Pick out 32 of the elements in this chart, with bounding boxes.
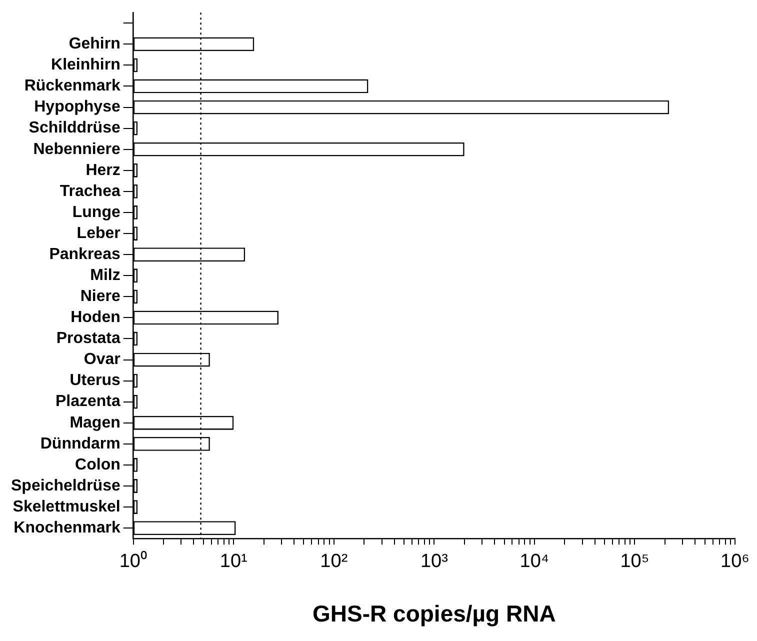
y-tick-label: Knochenmark — [14, 519, 120, 536]
x-tick-label: 10⁵ — [620, 551, 650, 572]
y-tick-label: Milz — [90, 267, 120, 284]
y-tick-label: Rückenmark — [24, 78, 120, 95]
x-axis-title: GHS-R copies/µg RNA — [312, 600, 556, 627]
y-tick-label: Schilddrüse — [28, 120, 120, 137]
y-tick-label: Lunge — [72, 204, 120, 221]
y-tick-label: Leber — [76, 224, 120, 242]
x-tick-label: 10⁰ — [119, 550, 148, 572]
y-tick-label: Plazenta — [55, 393, 120, 410]
y-tick-label: Uterus — [70, 372, 120, 390]
x-tick-label: 10¹ — [220, 551, 248, 572]
y-tick-label: Pankreas — [49, 246, 120, 263]
y-tick-label: Colon — [75, 456, 120, 474]
x-tick-label: 10⁶ — [720, 551, 750, 572]
y-tick-label: Trachea — [60, 182, 120, 200]
y-tick-label: Nebenniere — [33, 140, 120, 158]
y-tick-label: Niere — [80, 288, 120, 306]
y-tick-label: Speicheldrüse — [11, 477, 120, 494]
y-tick-label: Hoden — [70, 309, 120, 326]
y-tick-label: Ovar — [84, 351, 120, 368]
y-tick-label: Herz — [86, 162, 120, 179]
y-tick-label: Gehirn — [68, 36, 120, 53]
x-tick-label: 10² — [320, 551, 348, 572]
y-tick-label: Skelettmuskel — [12, 498, 120, 516]
x-tick-label: 10³ — [420, 551, 448, 572]
y-tick-label: Hypophyse — [34, 98, 120, 116]
y-tick-label: Magen — [70, 414, 120, 432]
x-tick-label: 10⁴ — [520, 551, 550, 572]
y-tick-label: Dünndarm — [40, 435, 120, 452]
y-tick-label: Kleinhirn — [51, 56, 120, 74]
y-tick-label: Prostata — [56, 330, 120, 348]
